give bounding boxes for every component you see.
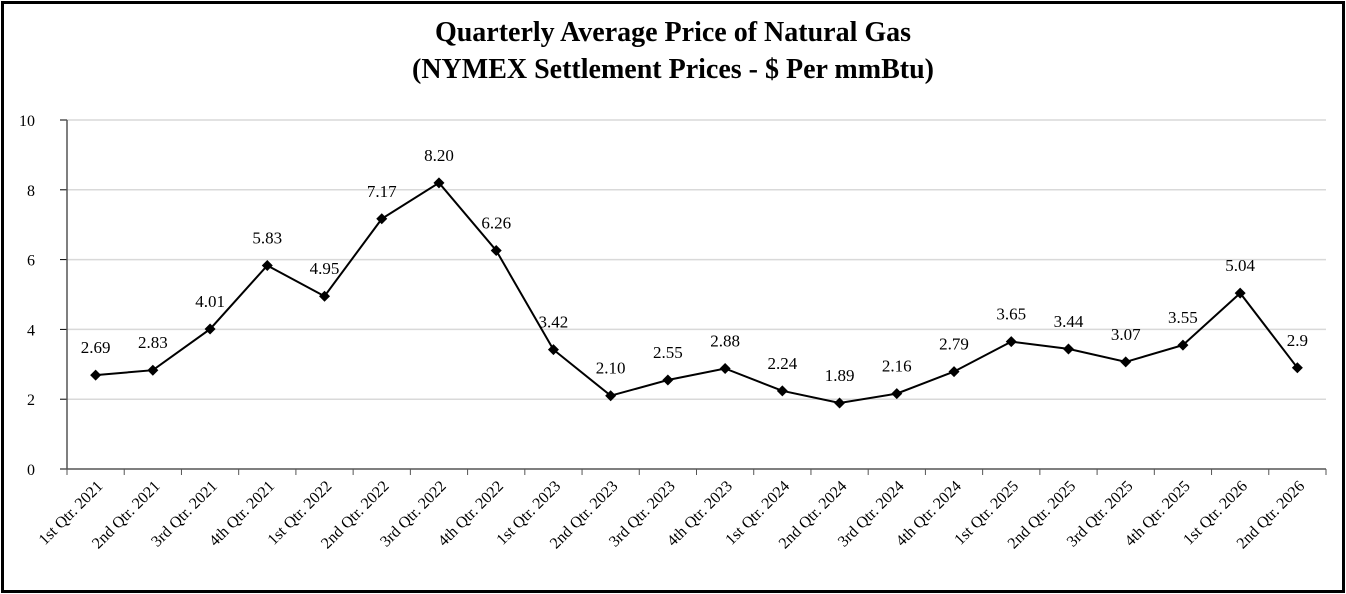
y-tick-label: 10 [19, 113, 35, 130]
data-label: 2.9 [1287, 331, 1308, 350]
data-label: 2.88 [710, 331, 740, 350]
y-tick-label: 6 [27, 253, 35, 270]
data-label: 1.89 [825, 366, 855, 385]
data-point-marker [376, 213, 388, 225]
series-line [95, 181, 1299, 405]
data-point-marker [834, 397, 846, 409]
data-label: 2.10 [596, 359, 626, 378]
data-point-marker [662, 374, 674, 386]
data-point-marker [1120, 356, 1132, 368]
data-label: 4.95 [310, 259, 340, 278]
data-point-marker [776, 385, 788, 397]
data-label: 6.26 [481, 214, 511, 233]
chart-subtitle: (NYMEX Settlement Prices - $ Per mmBtu) [412, 54, 934, 85]
data-point-marker [948, 366, 960, 378]
data-label: 2.69 [81, 338, 111, 357]
y-tick-label: 8 [27, 183, 35, 200]
data-point-marker [719, 362, 731, 374]
data-point-marker [433, 177, 445, 189]
data-label: 5.83 [252, 229, 282, 248]
data-point-marker [605, 390, 617, 402]
data-point-marker [90, 369, 102, 381]
data-label: 3.44 [1054, 312, 1084, 331]
y-tick-label: 4 [27, 322, 35, 339]
data-point-marker [261, 260, 273, 272]
data-point-marker [204, 323, 216, 335]
data-label: 2.79 [939, 335, 969, 354]
data-label: 2.83 [138, 333, 168, 352]
data-point-marker [1062, 343, 1074, 355]
data-label: 4.01 [195, 292, 225, 311]
data-point-marker [891, 388, 903, 400]
data-label: 3.07 [1111, 325, 1141, 344]
data-label: 2.16 [882, 357, 912, 376]
data-label: 5.04 [1225, 256, 1255, 275]
data-point-marker [547, 344, 559, 356]
data-label: 2.55 [653, 343, 683, 362]
chart-title: Quarterly Average Price of Natural Gas [434, 17, 912, 48]
data-point-marker [147, 364, 159, 376]
data-point-marker [1234, 287, 1246, 299]
data-label: 3.65 [996, 305, 1026, 324]
y-tick-label: 0 [27, 462, 35, 479]
data-label: 2.24 [767, 354, 797, 373]
data-label: 8.20 [424, 146, 454, 165]
data-label: 3.55 [1168, 308, 1198, 327]
y-tick-label: 2 [27, 392, 35, 409]
data-point-marker [1005, 336, 1017, 348]
data-point-marker [1291, 362, 1303, 374]
data-label: 3.42 [539, 313, 569, 332]
data-label: 7.17 [367, 182, 397, 201]
data-point-marker [319, 290, 331, 302]
data-point-marker [1177, 339, 1189, 351]
data-point-marker [490, 245, 502, 257]
